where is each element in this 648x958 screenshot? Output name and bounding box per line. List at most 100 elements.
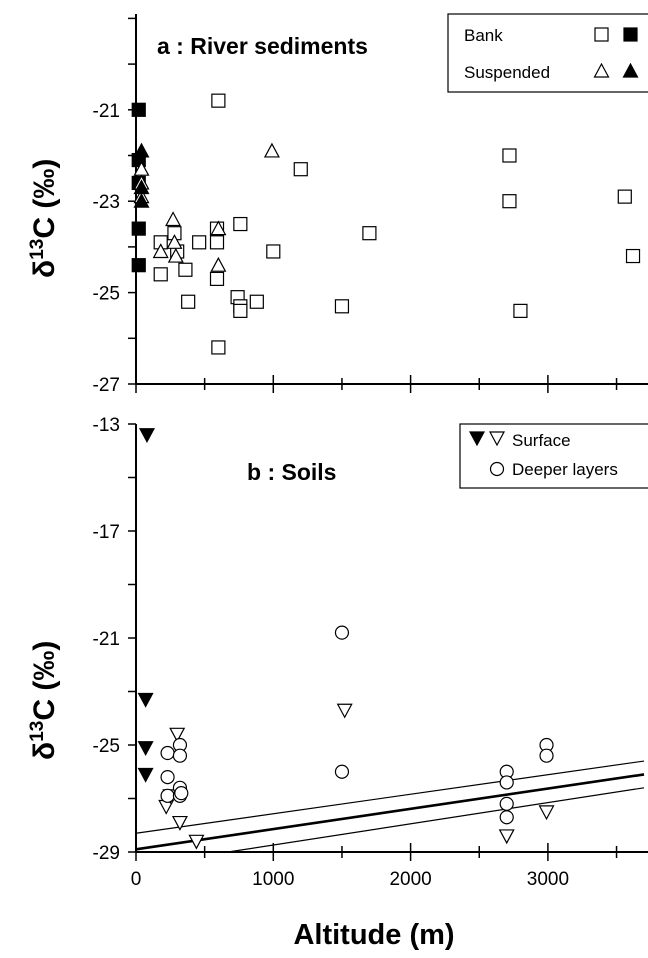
data-point-open-square	[249, 294, 264, 309]
confidence-line	[135, 760, 645, 834]
y-tick-label: -25	[93, 284, 120, 305]
data-point-open-square	[153, 267, 168, 282]
data-point-open-square	[211, 93, 226, 108]
y-tick-label: -27	[93, 375, 120, 396]
data-point-open-square	[617, 189, 632, 204]
y-tick-label: -21	[93, 101, 120, 122]
data-point-open-down-triangle	[538, 805, 555, 821]
legend-suspended-label: Suspended	[464, 63, 550, 82]
data-point-open-triangle	[166, 234, 183, 249]
data-point-filled-square	[131, 221, 146, 236]
data-point-open-down-triangle	[171, 815, 188, 831]
data-point-open-square	[181, 294, 196, 309]
panel-a-legend-box	[447, 13, 648, 93]
panel-a-river-sediments: a : River sediments -21 -23 -25 -27 δ13C (‰…	[27, 13, 648, 396]
data-point-filled-down-triangle	[137, 741, 154, 756]
panel-b-ylabel-sup: 13	[27, 721, 48, 742]
data-point-open-square	[502, 194, 517, 209]
y-tick-label: -13	[93, 415, 120, 436]
panel-a-legend: Bank Suspended	[447, 13, 648, 93]
x-tick-label: 1000	[252, 869, 294, 890]
data-point-open-triangle	[210, 256, 227, 272]
legend-open-square-icon	[594, 27, 609, 42]
legend-bank-label: Bank	[464, 26, 503, 45]
legend-deeper-layers-label: Deeper layers	[512, 460, 618, 479]
data-point-open-circle	[539, 748, 554, 763]
panel-b-title: b : Soils	[247, 459, 336, 485]
data-point-open-circle	[499, 775, 514, 790]
data-point-filled-square	[131, 102, 146, 117]
data-point-open-down-triangle	[188, 834, 205, 850]
data-point-open-circle	[334, 625, 350, 640]
data-point-open-square	[233, 303, 248, 318]
data-point-open-square	[502, 148, 517, 163]
data-point-open-down-triangle	[498, 829, 515, 845]
legend-open-down-triangle-icon	[488, 431, 506, 447]
data-point-open-circle	[160, 745, 175, 761]
data-point-open-triangle	[210, 220, 227, 236]
data-point-open-square	[209, 235, 225, 250]
panel-a-ylabel-prefix: δ	[28, 260, 61, 278]
data-point-open-circle	[174, 786, 189, 801]
data-point-filled-square	[131, 258, 146, 273]
x-tick-label: 3000	[527, 869, 569, 890]
y-tick-label: -21	[93, 629, 120, 650]
data-point-open-triangle	[263, 142, 280, 158]
legend-filled-down-triangle-icon	[468, 431, 486, 447]
data-point-open-circle	[499, 810, 514, 825]
x-tick-label: 0	[131, 869, 142, 890]
data-point-open-square	[233, 216, 248, 232]
data-point-filled-down-triangle	[138, 428, 155, 443]
regression-line	[135, 773, 645, 851]
panel-b-ylabel-suffix: C (‰)	[28, 641, 61, 721]
data-point-open-square	[625, 248, 641, 264]
y-tick-label: -17	[93, 522, 120, 543]
x-axis-label: Altitude (m)	[293, 919, 454, 951]
panel-a-ylabel-sup: 13	[27, 239, 48, 260]
data-point-open-triangle	[152, 243, 169, 259]
y-tick-label: -29	[93, 843, 120, 864]
data-point-open-square	[178, 262, 193, 277]
panel-b-ticks: -13 -17 -21 -25 -29 0 1000 2000 3000	[93, 415, 618, 890]
y-tick-label: -23	[93, 192, 120, 213]
panel-b-soils: b : Soils -13 -17 -21 -25 -29 0 1000 2000 3000 δ…	[27, 415, 648, 951]
legend-open-triangle-icon	[593, 62, 610, 78]
data-point-open-circle	[334, 764, 350, 779]
data-point-open-down-triangle	[336, 703, 353, 719]
data-point-filled-down-triangle	[137, 767, 154, 783]
data-point-open-circle	[160, 788, 175, 803]
panel-a-title: a : River sediments	[157, 33, 368, 59]
panel-a-ticks: -21 -23 -25 -27	[93, 17, 618, 396]
y-tick-label: -25	[93, 736, 120, 757]
data-point-open-triangle	[167, 247, 184, 263]
data-point-open-down-triangle	[169, 727, 186, 743]
panel-b-ylabel-prefix: δ	[28, 742, 61, 760]
legend-open-circle-icon	[489, 461, 505, 477]
data-point-filled-triangle	[133, 142, 150, 158]
data-point-filled-down-triangle	[137, 692, 154, 708]
panel-a-y-axis-label: δ13C (‰)	[27, 159, 61, 278]
legend-filled-triangle-icon	[622, 62, 639, 78]
panel-a-marks	[131, 93, 641, 355]
data-point-open-square	[362, 226, 377, 241]
legend-surface-label: Surface	[512, 431, 571, 450]
data-point-filled-triangle	[133, 192, 150, 208]
data-point-open-square	[293, 162, 308, 177]
data-point-open-square	[266, 244, 281, 259]
panel-b-marks	[137, 428, 555, 850]
data-point-open-triangle	[165, 211, 182, 227]
data-point-open-square	[513, 303, 528, 318]
data-point-open-square	[334, 299, 350, 314]
data-point-open-circle	[172, 748, 188, 763]
panel-b-regression-lines	[135, 760, 645, 853]
panel-b-y-axis-label: δ13C (‰)	[27, 641, 61, 760]
panel-a-ylabel-suffix: C (‰)	[28, 159, 61, 239]
data-point-open-circle	[499, 796, 514, 811]
data-point-open-square	[192, 235, 207, 250]
x-tick-label: 2000	[389, 869, 431, 890]
legend-filled-square-icon	[623, 27, 638, 42]
data-point-open-square	[211, 340, 226, 355]
data-point-open-square	[209, 271, 225, 286]
panel-b-legend: Surface Deeper layers	[459, 423, 648, 489]
